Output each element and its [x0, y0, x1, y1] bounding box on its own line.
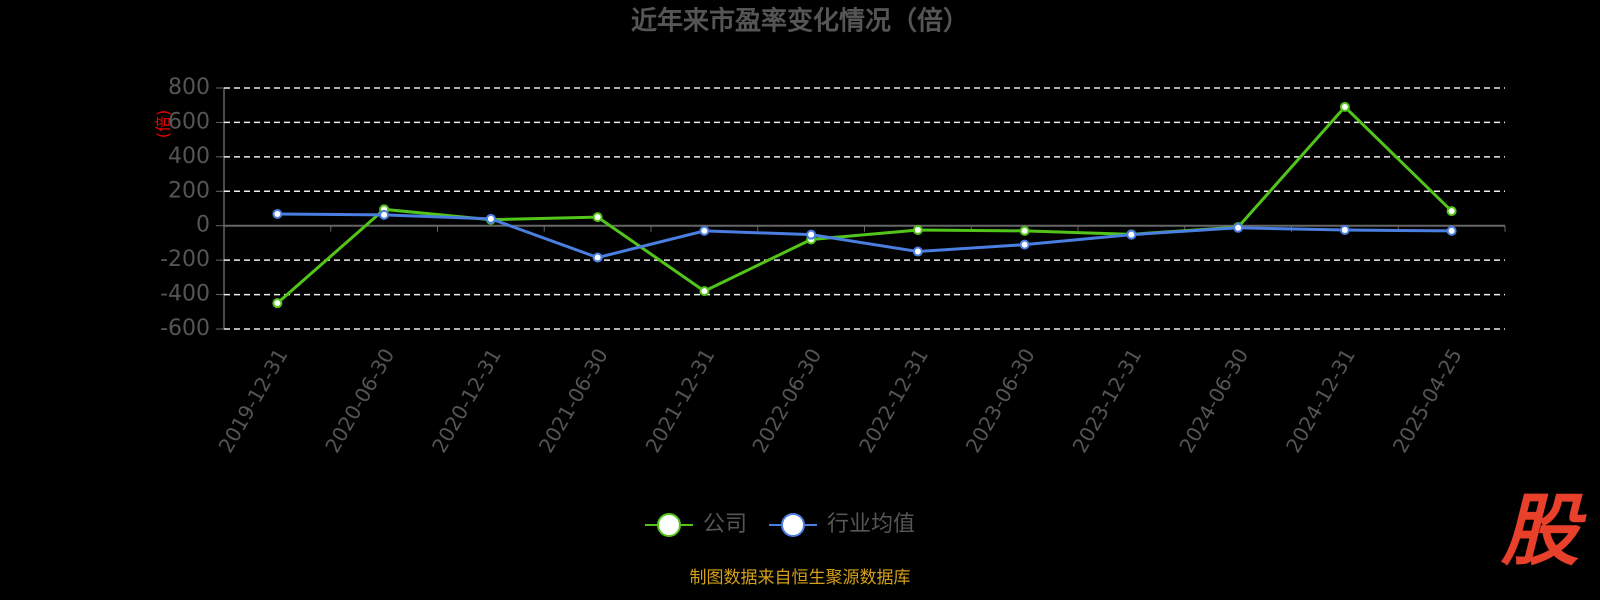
chart-title: 近年来市盈率变化情况（倍）	[631, 6, 969, 37]
y-tick-label: 400	[168, 144, 210, 169]
data-point	[272, 298, 283, 309]
data-point	[1126, 229, 1137, 240]
y-axis-label: (倍)	[154, 110, 173, 139]
data-point	[806, 229, 817, 240]
legend-label: 公司	[703, 512, 747, 537]
data-point	[1446, 225, 1457, 236]
y-tick-label: -200	[160, 247, 210, 272]
data-point	[1019, 225, 1030, 236]
data-point	[1446, 206, 1457, 217]
data-point	[485, 213, 496, 224]
data-point	[1339, 101, 1350, 112]
y-tick-label: -400	[160, 282, 210, 307]
legend-marker	[657, 513, 681, 537]
data-point	[699, 225, 710, 236]
data-point	[1019, 239, 1030, 250]
data-point	[592, 252, 603, 263]
data-point	[272, 209, 283, 220]
data-point	[699, 286, 710, 297]
data-point	[592, 212, 603, 223]
y-tick-label: 0	[196, 213, 210, 238]
y-tick-label: 200	[168, 178, 210, 203]
y-tick-label: -600	[160, 316, 210, 341]
watermark: 股	[1500, 486, 1587, 576]
data-point	[912, 225, 923, 236]
y-tick-label: 800	[168, 75, 210, 100]
y-tick-label: 600	[168, 109, 210, 134]
data-point	[1339, 225, 1350, 236]
data-point	[379, 209, 390, 220]
data-point	[912, 246, 923, 257]
legend-label: 行业均值	[827, 512, 915, 537]
data-point	[1233, 222, 1244, 233]
series-line	[277, 212, 1452, 260]
source-note: 制图数据来自恒生聚源数据库	[690, 568, 911, 588]
legend-marker	[781, 513, 806, 537]
